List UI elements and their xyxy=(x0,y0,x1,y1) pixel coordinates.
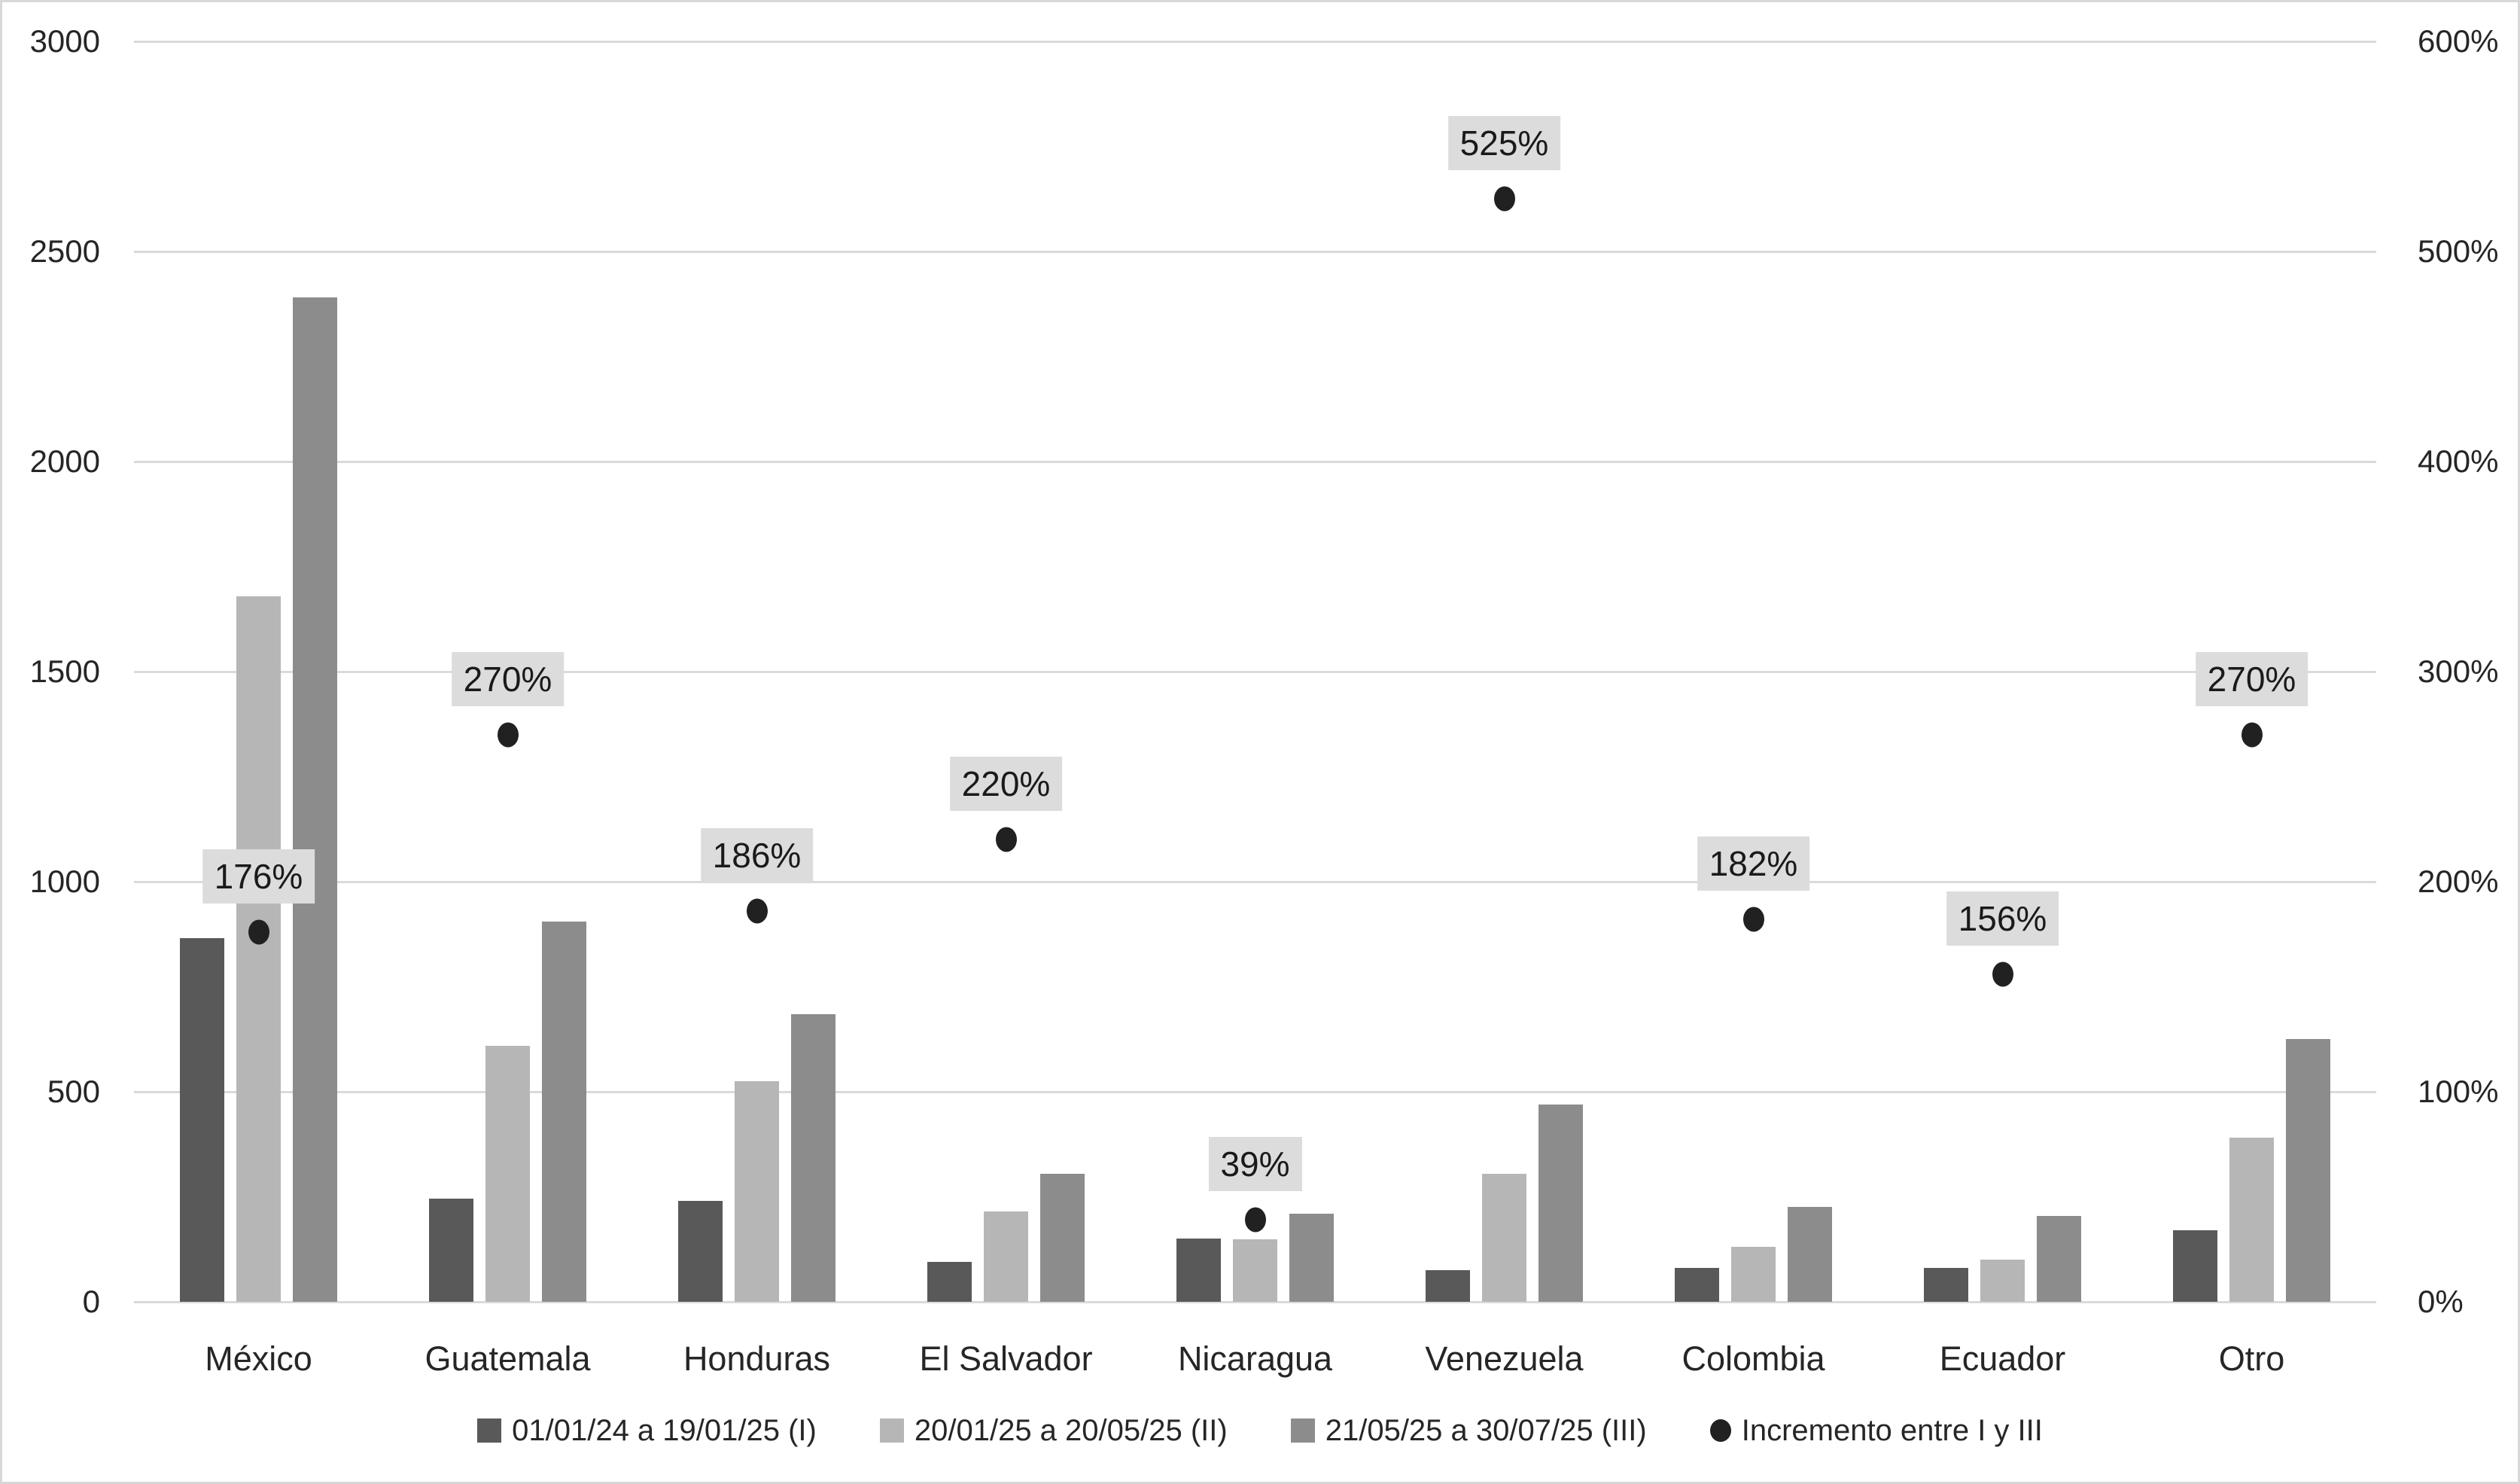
bar-ecuador-serie-1 xyxy=(1924,1268,1968,1302)
legend-item-serie-2: 20/01/25 a 20/05/25 (II) xyxy=(879,1412,1228,1449)
increment-label-colombia: 182% xyxy=(1697,836,1810,891)
legend-swatch-icon xyxy=(477,1418,502,1443)
gridline-0 xyxy=(134,1300,2376,1303)
bar-group-honduras xyxy=(632,41,881,1302)
bar-guatemala-serie-3 xyxy=(542,922,586,1302)
legend-swatch-icon xyxy=(879,1418,904,1443)
category-label-el-salvador: El Salvador xyxy=(919,1339,1093,1378)
increment-dot-mexico xyxy=(248,919,269,945)
bar-el-salvador-serie-1 xyxy=(927,1262,972,1302)
bar-group-venezuela xyxy=(1380,41,1629,1302)
legend-label-serie-1: 01/01/24 a 19/01/25 (I) xyxy=(512,1414,817,1447)
right-axis-tick-200%: 200% xyxy=(2418,864,2499,899)
category-label-guatemala: Guatemala xyxy=(425,1339,591,1378)
bar-group-otro xyxy=(2127,41,2376,1302)
bar-colombia-serie-1 xyxy=(1675,1268,1719,1302)
left-axis-tick-2000: 2000 xyxy=(29,443,100,479)
left-axis-tick-500: 500 xyxy=(47,1074,100,1109)
gridline-3000 xyxy=(134,40,2376,43)
increment-dot-honduras xyxy=(746,898,768,924)
bar-nicaragua-serie-1 xyxy=(1176,1239,1221,1302)
bar-group-ecuador xyxy=(1878,41,2127,1302)
increment-label-el-salvador: 220% xyxy=(949,757,1063,812)
increment-label-nicaragua: 39% xyxy=(1208,1137,1302,1192)
category-label-honduras: Honduras xyxy=(683,1339,831,1378)
legend-item-serie-3: 21/05/25 a 30/07/25 (III) xyxy=(1290,1412,1647,1449)
bar-guatemala-serie-1 xyxy=(429,1199,473,1302)
right-axis-tick-300%: 300% xyxy=(2418,654,2499,689)
category-label-otro: Otro xyxy=(2218,1339,2285,1378)
right-axis-tick-600%: 600% xyxy=(2418,23,2499,59)
increment-dot-otro xyxy=(2241,722,2263,748)
bar-otro-serie-3 xyxy=(2286,1039,2330,1302)
left-axis-tick-3000: 3000 xyxy=(29,23,100,59)
bar-group-el-salvador xyxy=(881,41,1131,1302)
bar-group-mexico xyxy=(134,41,383,1302)
increment-dot-venezuela xyxy=(1493,186,1515,212)
increment-label-ecuador: 156% xyxy=(1946,891,2059,946)
bar-el-salvador-serie-2 xyxy=(984,1211,1028,1302)
bar-ecuador-serie-2 xyxy=(1980,1260,2025,1302)
bar-nicaragua-serie-2 xyxy=(1233,1239,1277,1302)
legend-label-incremento: Incremento entre I y III xyxy=(1741,1414,2043,1447)
increment-dot-guatemala xyxy=(497,722,519,748)
bar-honduras-serie-1 xyxy=(678,1201,723,1302)
bar-colombia-serie-3 xyxy=(1788,1207,1832,1302)
right-axis-tick-400%: 400% xyxy=(2418,443,2499,479)
legend-item-incremento: Incremento entre I y III xyxy=(1709,1412,2043,1449)
bar-otro-serie-1 xyxy=(2173,1230,2217,1302)
right-axis-tick-500%: 500% xyxy=(2418,233,2499,269)
bar-otro-serie-2 xyxy=(2229,1138,2274,1302)
gridline-2000 xyxy=(134,460,2376,463)
right-axis-tick-0%: 0% xyxy=(2418,1284,2464,1319)
increment-dot-el-salvador xyxy=(995,827,1017,852)
gridline-500 xyxy=(134,1090,2376,1093)
increment-label-mexico: 176% xyxy=(202,849,315,904)
left-axis-tick-1000: 1000 xyxy=(29,864,100,899)
gridline-1500 xyxy=(134,670,2376,673)
right-axis-tick-100%: 100% xyxy=(2418,1074,2499,1109)
bar-venezuela-serie-2 xyxy=(1482,1174,1526,1302)
category-label-venezuela: Venezuela xyxy=(1425,1339,1584,1378)
bar-group-colombia xyxy=(1629,41,1878,1302)
bar-ecuador-serie-3 xyxy=(2037,1216,2081,1302)
category-label-mexico: México xyxy=(205,1339,312,1378)
bar-group-guatemala xyxy=(383,41,632,1302)
bar-venezuela-serie-1 xyxy=(1426,1270,1470,1302)
bar-nicaragua-serie-3 xyxy=(1289,1214,1334,1302)
legend-dot-icon xyxy=(1709,1419,1731,1442)
increment-dot-nicaragua xyxy=(1244,1207,1266,1233)
bar-mexico-serie-1 xyxy=(180,938,224,1302)
increment-dot-colombia xyxy=(1742,907,1764,932)
bar-venezuela-serie-3 xyxy=(1538,1105,1583,1302)
bar-el-salvador-serie-3 xyxy=(1040,1174,1085,1302)
increment-label-honduras: 186% xyxy=(700,828,814,883)
bar-honduras-serie-2 xyxy=(735,1081,779,1302)
category-label-colombia: Colombia xyxy=(1682,1339,1825,1378)
left-axis-tick-2500: 2500 xyxy=(29,233,100,269)
gridline-1000 xyxy=(134,880,2376,883)
category-label-ecuador: Ecuador xyxy=(1939,1339,2066,1378)
legend-item-serie-1: 01/01/24 a 19/01/25 (I) xyxy=(477,1412,817,1449)
left-axis-tick-0: 0 xyxy=(82,1284,100,1319)
bar-colombia-serie-2 xyxy=(1731,1247,1776,1302)
left-axis-tick-1500: 1500 xyxy=(29,654,100,689)
bar-mexico-serie-3 xyxy=(293,297,337,1302)
bar-honduras-serie-3 xyxy=(791,1014,835,1302)
legend-label-serie-3: 21/05/25 a 30/07/25 (III) xyxy=(1325,1414,1647,1447)
increment-label-venezuela: 525% xyxy=(1447,116,1561,171)
category-label-nicaragua: Nicaragua xyxy=(1177,1339,1333,1378)
legend-swatch-icon xyxy=(1290,1418,1315,1443)
bar-guatemala-serie-2 xyxy=(485,1046,530,1302)
bar-group-nicaragua xyxy=(1131,41,1380,1302)
increment-dot-ecuador xyxy=(1992,961,2013,987)
bar-mexico-serie-2 xyxy=(236,596,281,1302)
legend-label-serie-2: 20/01/25 a 20/05/25 (II) xyxy=(914,1414,1228,1447)
legend: 01/01/24 a 19/01/25 (I) 20/01/25 a 20/05/… xyxy=(0,1402,2520,1459)
gridline-2500 xyxy=(134,250,2376,253)
increment-label-otro: 270% xyxy=(2195,651,2308,706)
increment-label-guatemala: 270% xyxy=(451,651,565,706)
